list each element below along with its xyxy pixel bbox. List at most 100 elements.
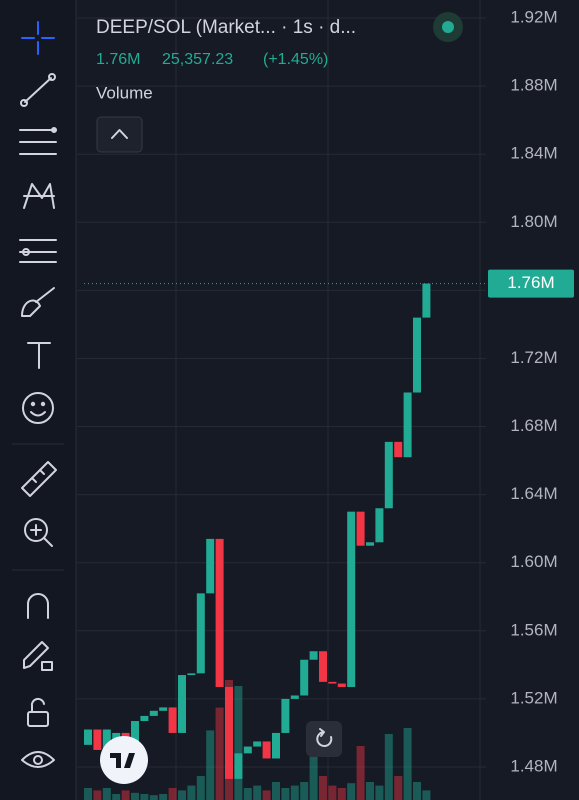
y-tick-label: 1.80M xyxy=(510,212,557,231)
prediction-tool[interactable] xyxy=(19,239,57,263)
volume-bar xyxy=(234,686,243,800)
volume-bar xyxy=(159,794,168,800)
volume-bar xyxy=(384,734,393,800)
volume-bar xyxy=(253,785,262,800)
volume-bar xyxy=(356,746,365,800)
visibility-tool[interactable] xyxy=(21,751,55,768)
candle-body xyxy=(272,732,280,759)
pane-label: Volume xyxy=(96,83,153,102)
candle-body xyxy=(328,681,337,684)
volume-bar xyxy=(149,795,158,800)
candle-body xyxy=(262,741,271,759)
volume-bar xyxy=(178,790,186,800)
volume-bar xyxy=(196,776,205,800)
candle-body xyxy=(187,673,196,676)
plot xyxy=(84,283,488,800)
volume-bar xyxy=(187,785,196,800)
volume-bar xyxy=(84,788,92,800)
reset-button[interactable] xyxy=(306,721,342,757)
volume-bar xyxy=(281,788,290,800)
candle-body xyxy=(403,392,412,458)
candle-body xyxy=(93,729,102,750)
y-tick-label: 1.84M xyxy=(510,144,557,163)
candle-body xyxy=(159,707,168,711)
grid xyxy=(77,17,486,768)
status-dot[interactable] xyxy=(442,21,454,33)
fib-tool[interactable] xyxy=(19,127,57,155)
candle-body xyxy=(112,732,121,742)
candle-body xyxy=(290,695,299,699)
volume-bar xyxy=(366,782,374,800)
y-tick-label: 1.52M xyxy=(510,688,557,707)
candle-body xyxy=(384,441,393,509)
lock-tool[interactable] xyxy=(27,697,49,727)
volume-bar xyxy=(112,794,121,800)
candle-body xyxy=(300,659,309,696)
volume-bar xyxy=(168,788,177,800)
collapse-icon xyxy=(111,129,128,139)
candle-body xyxy=(168,707,177,733)
candle-body xyxy=(281,698,290,733)
volume-bar xyxy=(403,728,412,800)
volume-bar xyxy=(93,790,102,800)
last-value: 1.76M xyxy=(96,51,140,68)
candle-body xyxy=(196,593,205,674)
y-tick-label: 1.64M xyxy=(510,484,557,503)
toolbar xyxy=(0,0,76,800)
volume-bar xyxy=(206,730,215,800)
zoom-tool[interactable] xyxy=(24,518,53,547)
symbol-title[interactable]: DEEP/SOL (Market... · 1s · d... xyxy=(96,17,356,38)
text-tool[interactable] xyxy=(27,342,51,369)
candle-body xyxy=(225,686,233,779)
y-tick-label: 1.88M xyxy=(510,76,557,95)
ruler-tool[interactable] xyxy=(21,461,57,497)
volume-bar xyxy=(394,776,403,800)
crosshair-tool[interactable] xyxy=(21,21,55,55)
candle-body xyxy=(394,441,403,458)
candle-body xyxy=(309,651,318,660)
volume-bar xyxy=(131,792,139,800)
volume-bar xyxy=(215,707,224,800)
candle-body xyxy=(413,317,421,393)
y-tick-label: 1.56M xyxy=(510,620,557,639)
candle-body xyxy=(375,508,384,543)
y-tick-label: 1.48M xyxy=(510,756,557,775)
volume-bar xyxy=(121,790,130,800)
y-tick-label: 1.60M xyxy=(510,552,557,571)
drawing-lock-tool[interactable] xyxy=(23,641,53,671)
candle-body xyxy=(253,741,262,747)
candle-body xyxy=(140,715,149,722)
toolbar-icons xyxy=(12,21,64,768)
y-tick-label: 1.72M xyxy=(510,348,557,367)
candle-body xyxy=(84,729,92,745)
candle-body xyxy=(178,675,186,733)
candle-body xyxy=(149,710,158,716)
pattern-tool[interactable] xyxy=(23,183,55,209)
candle-body xyxy=(234,753,243,779)
candle-body xyxy=(131,721,139,747)
candle-body xyxy=(366,542,374,546)
volume-bar xyxy=(140,794,149,800)
brush-tool[interactable] xyxy=(21,287,55,317)
volume-bar xyxy=(375,785,384,800)
y-tick-label: 1.68M xyxy=(510,416,557,435)
candle-body xyxy=(215,538,224,687)
logo[interactable] xyxy=(100,736,148,784)
volume-bar xyxy=(347,783,356,800)
last-price-badge xyxy=(488,269,574,298)
candle-body xyxy=(206,538,215,594)
volume-bar xyxy=(102,788,111,800)
emoji-tool[interactable] xyxy=(22,392,54,424)
volume-bar xyxy=(337,788,346,800)
collapse-button[interactable] xyxy=(96,116,143,153)
magnet-tool[interactable] xyxy=(27,593,49,619)
last-price-label: 1.76M xyxy=(507,273,554,292)
volume-bar xyxy=(328,785,337,800)
trendline-tool[interactable] xyxy=(20,73,56,107)
change-value: 25,357.23 xyxy=(162,51,233,68)
candle-body xyxy=(422,283,431,318)
volume-bar xyxy=(290,785,299,800)
volume-bar xyxy=(422,790,431,800)
